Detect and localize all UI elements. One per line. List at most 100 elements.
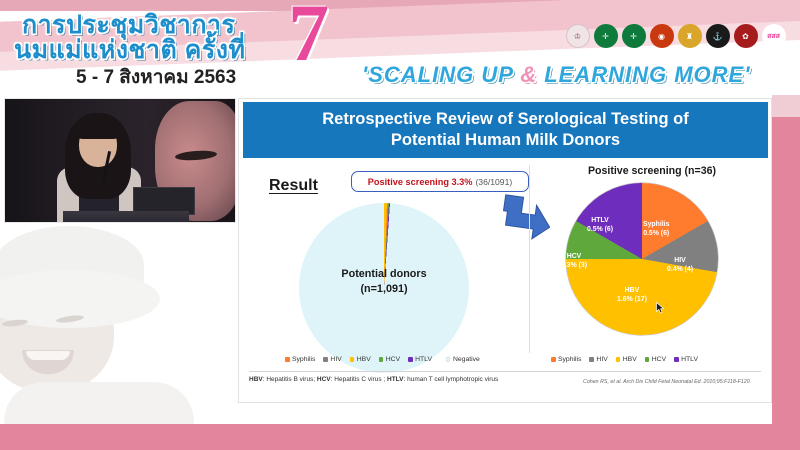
legend2-item-hiv: HIV	[589, 356, 608, 363]
speaker-hair-front	[77, 119, 119, 139]
legend-swatch-hiv-icon	[323, 357, 328, 362]
flow-arrow-icon	[502, 194, 551, 240]
conference-edition-number: 7	[288, 0, 329, 78]
baby-face	[0, 272, 114, 392]
baby-teeth	[26, 351, 70, 360]
footnote-htlv-key: HTLV	[387, 376, 404, 383]
legend-swatch-negative-icon	[445, 357, 451, 362]
footnote-hcv-key: HCV	[316, 376, 331, 383]
speaker-video-panel[interactable]	[4, 98, 236, 223]
laptop-icon	[133, 187, 195, 215]
legend2-item-syphilis: Syphilis	[551, 356, 581, 363]
footnote-divider	[249, 371, 761, 372]
source-citation: Cohen RS, et al. Arch Dis Child Fetal Ne…	[583, 379, 752, 385]
slide-title-bar: Retrospective Review of Serological Test…	[243, 102, 768, 158]
baby-watermark-image	[0, 222, 205, 427]
legend-label-negative: Negative	[452, 356, 480, 363]
slice-label-hbv-value: 1.6% (17)	[617, 295, 647, 303]
slice-label-hiv-value: 0.4% (4)	[667, 265, 694, 273]
legend2-label-hbv: HBV	[622, 356, 637, 363]
legend2-item-hcv: HCV	[644, 356, 666, 363]
logo-ministry-orange-icon: ◉	[649, 24, 674, 52]
legend-label-hbv: HBV	[356, 356, 371, 363]
potential-donors-label-line1: Potential donors	[341, 268, 427, 280]
slice-label-hbv: HBV 1.6% (17)	[617, 287, 647, 305]
legend-potential-donors: Syphilis HIV HBV HCV HTLV Negative	[285, 356, 480, 363]
conference-thai-title-line2: นมแม่แห่งชาติ ครั้งที่	[14, 36, 246, 64]
legend-swatch-syphilis-icon	[285, 357, 290, 362]
legend2-swatch-hbv-icon	[615, 357, 621, 362]
legend2-swatch-syphilis-icon	[551, 357, 556, 362]
legend-label-hcv: HCV	[385, 356, 401, 363]
potential-donors-label-line2: (n=1,091)	[360, 282, 408, 295]
slice-label-htlv: HTLV 0.5% (6)	[587, 217, 613, 235]
slice-label-syphilis: Syphilis 0.5% (6)	[643, 221, 669, 239]
conference-tagline: 'SCALING UP & LEARNING MORE'	[362, 62, 750, 88]
frame-border-bottom-left	[0, 424, 202, 450]
positive-screening-chart: Positive screening (n=36) Syphilis 0.5% …	[539, 165, 765, 375]
potential-donors-pie[interactable]	[299, 203, 469, 373]
slice-label-hcv-value: 0.3% (3)	[561, 261, 588, 269]
potential-donors-chart: Potential donors (n=1,091)	[287, 195, 487, 373]
footnote-hbv-value: : Hepatitis B virus;	[262, 376, 317, 383]
logo-health-green-2-icon: ✛	[621, 24, 646, 52]
conference-banner: การประชุมวิชาการ นมแม่แห่งชาติ ครั้งที่ …	[0, 0, 800, 95]
slice-label-hcv-name: HCV	[566, 253, 582, 260]
slice-label-htlv-name: HTLV	[591, 217, 609, 224]
abbreviation-footnote: HBV: Hepatitis B virus; HCV: Hepatitis C…	[249, 376, 498, 383]
logo-royal-emblem-icon: ♔	[565, 24, 590, 52]
footnote-hbv-key: HBV	[249, 376, 263, 383]
legend-swatch-hbv-icon	[349, 357, 355, 362]
frame-border-right-light	[772, 95, 800, 117]
footnote-htlv-value: : human T cell lymphotropic virus	[403, 376, 499, 383]
slice-label-hbv-name: HBV	[624, 287, 640, 294]
slide-content: Retrospective Review of Serological Test…	[238, 98, 772, 403]
footnote-hcv-value: : Hepatitis C virus ;	[330, 376, 388, 383]
slice-label-hcv: HCV 0.3% (3)	[561, 253, 587, 271]
legend2-swatch-htlv-icon	[674, 357, 679, 362]
positive-screening-pie[interactable]	[566, 183, 718, 335]
slice-label-htlv-value: 0.5% (6)	[587, 225, 614, 233]
result-heading: Result	[269, 177, 318, 194]
legend-item-hbv: HBV	[349, 356, 371, 363]
baby-clothing	[4, 382, 194, 427]
legend-swatch-hcv-icon	[378, 357, 384, 362]
frame-border-right	[772, 95, 800, 450]
legend-item-hcv: HCV	[378, 356, 401, 363]
tagline-ampersand: &	[520, 62, 538, 87]
logo-health-green-1-icon: ✛	[593, 24, 618, 52]
tagline-part2: LEARNING MORE'	[544, 62, 751, 87]
slide-title-line1: Retrospective Review of Serological Test…	[322, 109, 689, 128]
callout-percent: Positive screening 3.3%	[367, 176, 473, 187]
legend2-label-syphilis: Syphilis	[558, 356, 582, 363]
legend-item-negative: Negative	[445, 356, 480, 363]
baby-hat-brim	[0, 270, 160, 328]
sponsor-logo-row: ♔ ✛ ✛ ◉ ♜ ⚓ ✿ สสส	[565, 24, 786, 52]
conference-date: 5 - 7 สิงหาคม 2563	[76, 67, 237, 88]
mouse-cursor-icon	[656, 302, 665, 314]
legend-positive-screening: Syphilis HIV HBV HCV HTLV	[551, 356, 698, 363]
legend-item-hiv: HIV	[323, 356, 342, 363]
legend2-item-hbv: HBV	[615, 356, 637, 363]
legend2-item-htlv: HTLV	[674, 356, 698, 363]
legend-label-syphilis: Syphilis	[292, 356, 316, 363]
conference-thai-title-line1: การประชุมวิชาการ	[22, 11, 236, 39]
baby-hat-crown	[0, 226, 144, 304]
podium	[63, 211, 189, 222]
legend-item-syphilis: Syphilis	[285, 356, 315, 363]
slice-label-syphilis-value: 0.5% (6)	[643, 229, 670, 237]
logo-red-seal-icon: ✿	[733, 24, 758, 52]
legend2-label-hiv: HIV	[596, 356, 608, 363]
legend-item-htlv: HTLV	[408, 356, 432, 363]
callout-fraction: (36/1091)	[475, 176, 513, 187]
legend-label-hiv: HIV	[330, 356, 342, 363]
logo-black-seal-icon: ⚓	[705, 24, 730, 52]
legend-label-htlv: HTLV	[415, 356, 432, 363]
logo-royal-gold-icon: ♜	[677, 24, 702, 52]
chart-separator	[529, 165, 530, 353]
legend2-swatch-hiv-icon	[589, 357, 594, 362]
legend2-label-htlv: HTLV	[681, 356, 698, 363]
slide-title-line2: Potential Human Milk Donors	[390, 131, 621, 149]
positive-screening-callout: Positive screening 3.3% (36/1091)	[351, 171, 529, 192]
